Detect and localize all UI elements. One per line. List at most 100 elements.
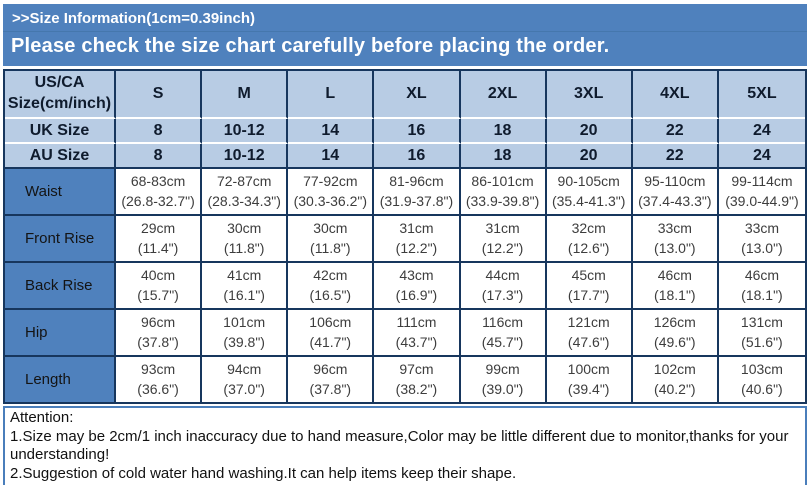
size-column-header: L [288, 71, 375, 119]
measurement-inch: (28.3-34.3") [207, 192, 281, 209]
measurement-cm: 68-83cm [130, 172, 186, 189]
size-column-header: 2XL [460, 71, 547, 119]
measurement-cm: 111cm [396, 313, 437, 330]
measurement-cell: 31cm (12.2") [374, 216, 461, 263]
measurement-cell: 116cm (45.7") [460, 310, 547, 357]
size-value-cell: 22 [632, 144, 719, 169]
measurement-inch: (40.2") [654, 380, 696, 397]
measurement-cm: 86-101cm [471, 172, 534, 189]
measurement-cm: 95-110cm [644, 172, 706, 189]
measurement-inch: (38.2") [395, 380, 438, 397]
measurement-cell: 77-92cm (30.3-36.2") [288, 169, 375, 216]
measurement-cm: 121cm [567, 313, 610, 330]
measurement-cm: 43cm [399, 266, 434, 283]
measurement-cm: 126cm [653, 313, 696, 330]
measurement-cell: 43cm (16.9") [374, 263, 461, 310]
measurement-inch: (37.0") [223, 380, 265, 397]
measurement-cell: 46cm (18.1") [632, 263, 719, 310]
measurement-cm: 96cm [140, 313, 176, 330]
measurement-row: Front Rise 29cm (11.4") 30cm (11.8") 30cm (11.… [5, 216, 805, 263]
measurement-cell: 101cm (39.8") [202, 310, 289, 357]
measurement-cell: 131cm (51.6") [718, 310, 805, 357]
measurement-row: Hip 96cm (37.8") 101cm (39.8") 106cm (41.7") 11… [5, 310, 805, 357]
size-row-label: UK Size [5, 119, 116, 144]
size-info-banner: >>Size Information(1cm=0.39inch) Please … [3, 4, 807, 66]
size-value-cell: 16 [374, 144, 461, 169]
measurement-cell: 93cm (36.6") [116, 357, 203, 402]
measurement-inch: (30.3-36.2") [293, 192, 368, 209]
measurement-cell: 103cm (40.6") [718, 357, 805, 402]
measurement-cell: 72-87cm (28.3-34.3") [202, 169, 289, 216]
measurement-inch: (15.7") [137, 286, 179, 303]
measurement-row-label: Back Rise [5, 263, 116, 310]
corner-header-cell: US/CA Size(cm/inch) [5, 71, 116, 119]
measurement-row: Waist 68-83cm (26.8-32.7") 72-87cm (28.3-34.… [5, 169, 805, 216]
measurement-cell: 97cm (38.2") [374, 357, 461, 402]
size-info-title: >>Size Information(1cm=0.39inch) [3, 4, 807, 32]
measurement-cell: 30cm (11.8") [202, 216, 289, 263]
size-value-cell: 20 [546, 144, 633, 169]
measurement-cm: 30cm [313, 219, 348, 236]
measurement-inch: (12.6") [567, 239, 610, 256]
size-value-cell: 18 [460, 119, 547, 144]
measurement-cell: 96cm (37.8") [116, 310, 203, 357]
size-column-header: 4XL [632, 71, 719, 119]
size-value-cell: 18 [460, 144, 547, 169]
measurement-row-label: Hip [5, 310, 116, 357]
measurement-inch: (16.1") [223, 286, 265, 303]
measurement-cell: 41cm (16.1") [202, 263, 289, 310]
measurement-cell: 33cm (13.0") [632, 216, 719, 263]
measurement-inch: (39.0-44.9") [725, 192, 799, 209]
measurement-cm: 42cm [313, 266, 348, 283]
measurement-row: Back Rise 40cm (15.7") 41cm (16.1") 42cm (16.5… [5, 263, 805, 310]
measurement-cm: 103cm [740, 360, 783, 377]
measurement-row: Length 93cm (36.6") 94cm (37.0") 96cm (37.8") 9… [5, 357, 805, 402]
measurement-inch: (13.0") [741, 239, 783, 256]
measurement-inch: (26.8-32.7") [121, 192, 195, 209]
size-value-cell: 10-12 [202, 119, 289, 144]
measurement-cm: 97cm [399, 360, 434, 377]
measurement-inch: (45.7") [481, 333, 524, 350]
measurement-cm: 94cm [227, 360, 262, 377]
size-value-cell: 24 [718, 144, 805, 169]
measurement-cm: 31cm [485, 219, 520, 236]
measurement-cell: 86-101cm (33.9-39.8") [460, 169, 547, 216]
measurement-inch: (13.0") [654, 239, 696, 256]
attention-note-1: 1.Size may be 2cm/1 inch inaccuracy due … [10, 427, 789, 464]
table-header-row: US/CA Size(cm/inch) S M L XL 2XL 3XL 4XL 5XL [5, 71, 805, 119]
measurement-cm: 77-92cm [303, 172, 358, 189]
size-value-cell: 10-12 [202, 144, 289, 169]
measurement-inch: (12.2") [481, 239, 524, 256]
measurement-cell: 68-83cm (26.8-32.7") [116, 169, 203, 216]
measurement-inch: (33.9-39.8") [465, 192, 540, 209]
measurement-inch: (37.8") [137, 333, 179, 350]
measurement-cell: 33cm (13.0") [718, 216, 805, 263]
size-value-cell: 20 [546, 119, 633, 144]
measurement-cm: 72-87cm [216, 172, 272, 189]
measurement-cell: 121cm (47.6") [546, 310, 633, 357]
measurement-cell: 45cm (17.7") [546, 263, 633, 310]
measurement-inch: (39.8") [223, 333, 265, 350]
measurement-row-label: Waist [5, 169, 116, 216]
size-column-header: 5XL [718, 71, 805, 119]
measurement-cell: 96cm (37.8") [288, 357, 375, 402]
measurement-cm: 46cm [744, 266, 780, 283]
measurement-cm: 81-96cm [389, 172, 444, 189]
measurement-cell: 29cm (11.4") [116, 216, 203, 263]
size-column-header: M [202, 71, 289, 119]
size-value-cell: 24 [718, 119, 805, 144]
size-value-cell: 14 [288, 144, 375, 169]
measurement-inch: (11.4") [137, 239, 179, 256]
measurement-cell: 95-110cm (37.4-43.3") [632, 169, 719, 216]
measurement-inch: (37.8") [309, 380, 352, 397]
measurement-cm: 93cm [140, 360, 176, 377]
size-conversion-row: UK Size 8 10-12 14 16 18 20 22 24 [5, 119, 805, 144]
measurement-cm: 31cm [399, 219, 434, 236]
measurement-cell: 30cm (11.8") [288, 216, 375, 263]
measurement-cm: 40cm [140, 266, 176, 283]
size-chart-table: US/CA Size(cm/inch) S M L XL 2XL 3XL 4XL 5XL UK S… [3, 69, 807, 404]
measurement-inch: (43.7") [395, 333, 438, 350]
measurement-cell: 90-105cm (35.4-41.3") [546, 169, 633, 216]
measurement-inch: (17.3") [481, 286, 524, 303]
